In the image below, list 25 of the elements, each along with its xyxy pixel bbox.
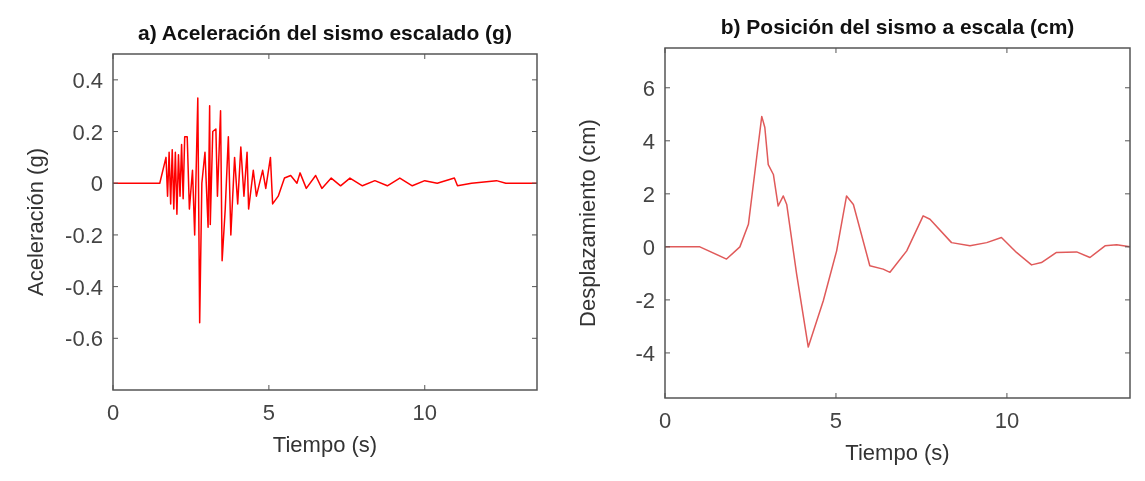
x-axis-title: Tiempo (s) [845,440,950,465]
y-tick-label: 2 [642,181,655,207]
y-tick-label: -0.4 [65,274,103,300]
x-tick-label: 10 [994,408,1020,433]
y-tick-label: 0 [90,171,103,197]
y-tick-label: 4 [642,128,655,154]
x-tick-label: 5 [829,408,843,433]
x-tick-label: 5 [262,400,276,425]
y-tick-label: -4 [635,340,655,366]
y-tick-label: -0.6 [65,326,103,352]
chart-title: b) Posición del sismo a escala (cm) [720,15,1075,38]
x-tick-label: 0 [106,400,120,425]
x-tick-label: 10 [412,400,438,425]
x-tick-label: 0 [658,408,672,433]
y-tick-label: 0.2 [72,119,103,145]
y-tick-label: -0.2 [65,222,103,248]
y-axis-title: Desplazamiento (cm) [575,119,600,327]
chart-title: a) Aceleración del sismo escalado (g) [138,21,512,44]
y-axis-title: Aceleración (g) [23,148,48,296]
y-tick-label: -2 [635,287,655,313]
y-tick-label: 0.4 [72,67,103,93]
line-series [112,97,538,324]
y-tick-label: 6 [642,75,655,101]
y-tick-label: 0 [642,234,655,260]
x-axis-title: Tiempo (s) [272,432,378,457]
